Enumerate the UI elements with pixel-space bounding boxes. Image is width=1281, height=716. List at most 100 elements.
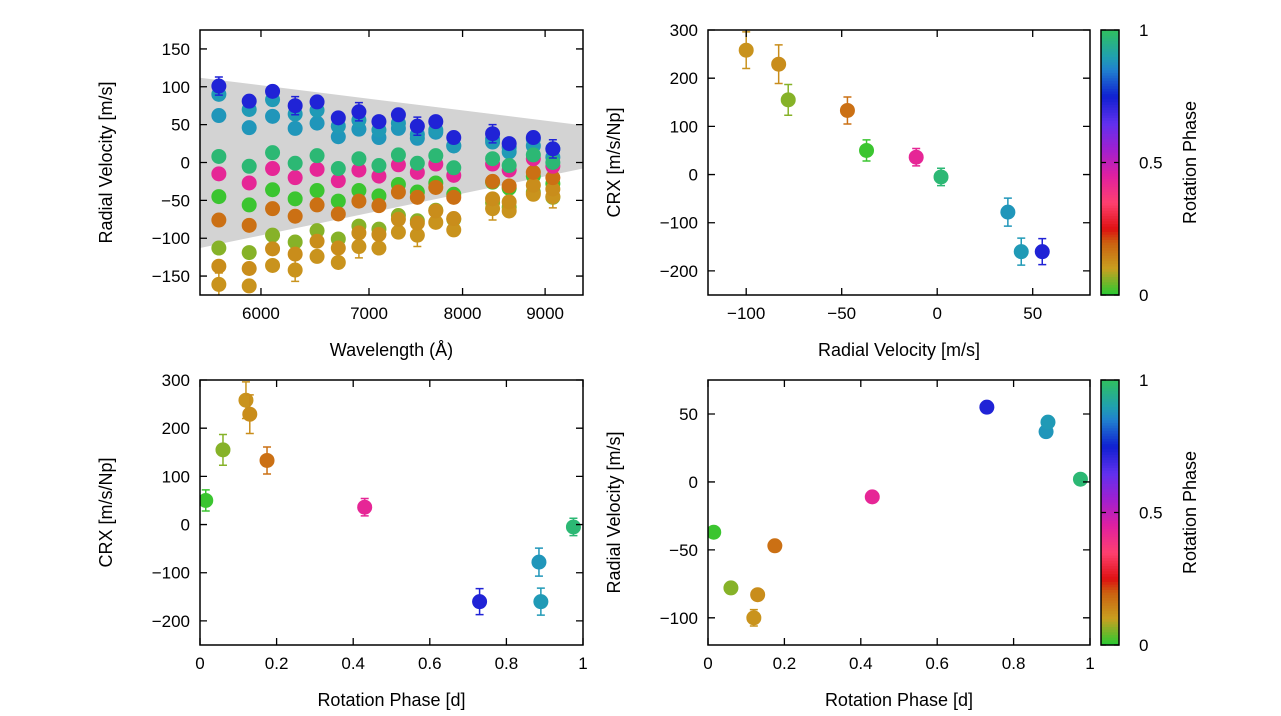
marker: [330, 110, 346, 126]
colorbar-segment: [1101, 157, 1119, 161]
marker: [531, 554, 547, 570]
colorbar-segment: [1101, 642, 1119, 646]
colorbar-segment: [1101, 149, 1119, 153]
marker: [241, 245, 257, 261]
marker: [1072, 471, 1088, 487]
marker: [371, 114, 387, 130]
colorbar-segment: [1101, 143, 1119, 148]
marker: [864, 489, 880, 505]
data-point: [287, 246, 303, 262]
colorbar-segment: [1101, 507, 1119, 511]
y-tick-label: 50: [679, 405, 698, 424]
colorbar-segment: [1101, 101, 1119, 105]
colorbar-segment: [1101, 393, 1119, 397]
marker: [357, 499, 373, 515]
colorbar-tick-label: 0.5: [1139, 504, 1163, 523]
colorbar-segment: [1101, 239, 1119, 243]
colorbar-segment: [1101, 520, 1119, 524]
colorbar-segment: [1101, 69, 1119, 73]
marker: [371, 226, 387, 242]
colorbar-segment: [1101, 539, 1119, 543]
marker: [409, 118, 425, 134]
colorbar-segment: [1101, 570, 1119, 575]
marker: [265, 227, 281, 243]
colorbar-segment: [1101, 273, 1119, 278]
colorbar-segment: [1101, 80, 1119, 84]
colorbar-segment: [1101, 159, 1119, 164]
colorbar-segment: [1101, 523, 1119, 527]
data-point: [859, 139, 875, 162]
data-point: [545, 181, 561, 197]
data-point: [242, 394, 258, 435]
colorbar-segment: [1101, 382, 1119, 386]
y-tick-label: −100: [152, 229, 190, 248]
data-point: [287, 191, 303, 207]
colorbar-segment: [1101, 515, 1119, 519]
marker: [211, 258, 227, 274]
colorbar-segment: [1101, 244, 1119, 248]
colorbar-segment: [1101, 573, 1119, 577]
marker: [265, 145, 281, 161]
colorbar-segment: [1101, 467, 1119, 471]
data-point: [390, 147, 406, 163]
data-point: [428, 203, 444, 219]
colorbar-segment: [1101, 220, 1119, 225]
colorbar-segment: [1101, 183, 1119, 187]
data-point: [371, 168, 387, 184]
x-tick-label: −50: [827, 304, 856, 323]
marker: [545, 141, 561, 157]
marker: [390, 224, 406, 240]
colorbar-segment: [1101, 496, 1119, 500]
axes-frame: [707, 379, 1091, 646]
axes-frame: [199, 379, 584, 646]
colorbar-segment: [1101, 440, 1119, 445]
colorbar-segment: [1101, 398, 1119, 402]
x-tick-label: 0.6: [418, 654, 442, 673]
marker: [371, 198, 387, 214]
marker: [309, 197, 325, 213]
plot-area: [708, 399, 1088, 627]
marker: [287, 246, 303, 262]
data-point: [309, 233, 325, 249]
colorbar-segment: [1101, 517, 1119, 522]
data-point: [409, 116, 425, 136]
data-point: [746, 608, 762, 627]
x-tick-label: 8000: [444, 304, 482, 323]
data-point: [265, 83, 281, 99]
colorbar-segment: [1101, 72, 1119, 76]
y-axis-label: Radial Velocity [m/s]: [604, 431, 624, 593]
colorbar-segment: [1101, 37, 1119, 42]
marker: [265, 241, 281, 257]
data-point: [309, 248, 325, 264]
data-point: [351, 101, 367, 122]
colorbar-segment: [1101, 141, 1119, 145]
colorbar-segment: [1101, 109, 1119, 113]
marker: [330, 240, 346, 256]
data-point: [211, 148, 227, 164]
data-point: [211, 258, 227, 274]
data-point: [409, 215, 425, 231]
marker: [933, 169, 949, 185]
colorbar-segment: [1101, 284, 1119, 288]
colorbar-segment: [1101, 242, 1119, 246]
colorbar-segment: [1101, 130, 1119, 134]
data-point: [738, 31, 754, 70]
data-point: [531, 547, 547, 577]
marker: [287, 234, 303, 250]
x-tick-label: 0: [932, 304, 941, 323]
colorbar-segment: [1101, 281, 1119, 285]
colorbar-segment: [1101, 493, 1119, 498]
x-axis-label: Rotation Phase [d]: [317, 690, 465, 710]
colorbar-segment: [1101, 602, 1119, 606]
x-tick-label: 0.4: [849, 654, 873, 673]
colorbar-segment: [1101, 533, 1119, 537]
colorbar-segment: [1101, 380, 1119, 384]
y-tick-label: −50: [161, 191, 190, 210]
colorbar-segment: [1101, 106, 1119, 111]
marker: [446, 189, 462, 205]
data-point: [265, 182, 281, 198]
marker: [750, 587, 766, 603]
marker: [265, 257, 281, 273]
colorbar-tick-label: 0: [1139, 286, 1148, 305]
colorbar-segment: [1101, 194, 1119, 198]
